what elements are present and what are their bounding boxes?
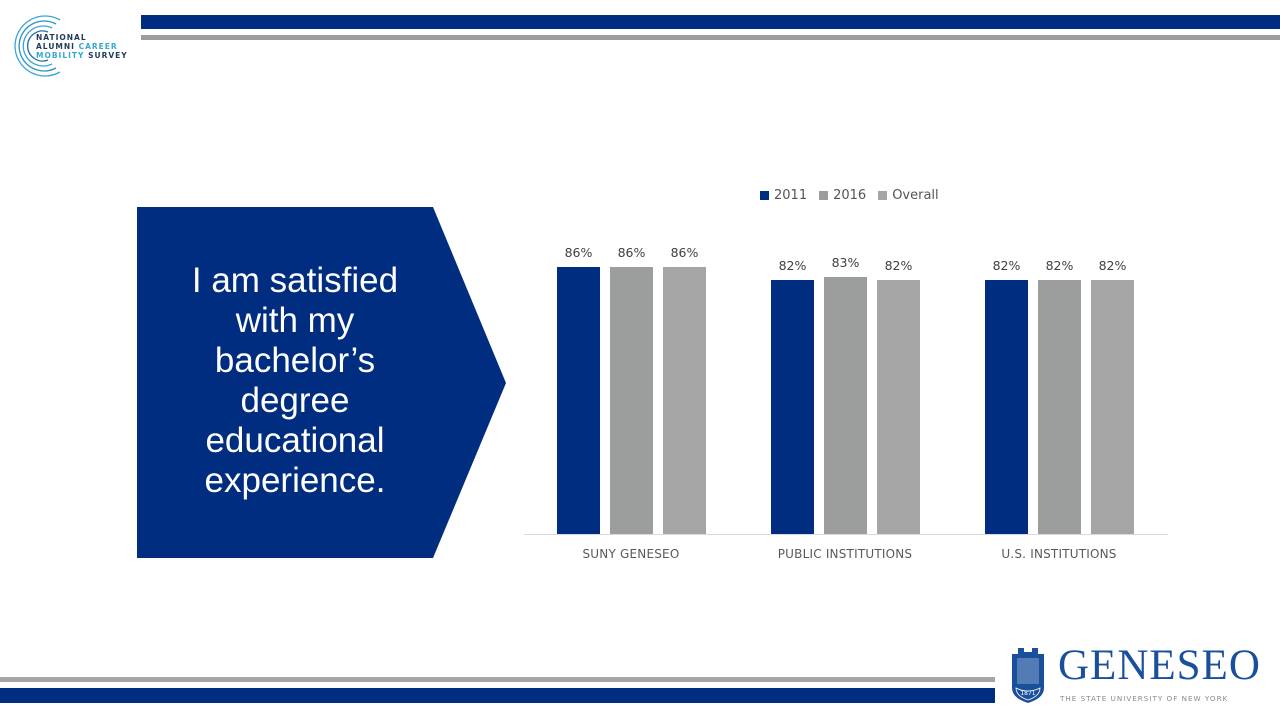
chart-legend: 2011 2016 Overall — [760, 186, 951, 204]
data-label: 82% — [1098, 258, 1127, 273]
bar-overall-2 — [1091, 280, 1134, 534]
data-label: 82% — [778, 258, 807, 273]
legend-label: 2016 — [833, 187, 867, 203]
survey-logo-text: NATIONAL ALUMNI CAREER MOBILITY SURVEY — [36, 33, 128, 60]
header-gray-bar — [141, 35, 1280, 40]
legend-item-2011: 2011 — [760, 188, 807, 203]
geneseo-logo: 1871 GENESEO THE STATE UNIVERSITY OF NEW… — [1008, 642, 1261, 706]
bar-overall-0 — [663, 267, 706, 534]
svg-text:1871: 1871 — [1020, 690, 1035, 697]
footer-gray-bar — [0, 677, 995, 682]
bar-2016-2 — [1038, 280, 1081, 534]
legend-swatch-icon — [878, 190, 888, 200]
question-arrow-box: I am satisfied with my bachelor’s degree… — [137, 207, 507, 558]
data-label: 82% — [992, 258, 1021, 273]
geneseo-wordmark: GENESEO — [1058, 642, 1261, 689]
bar-2011-1 — [771, 280, 814, 534]
data-label: 82% — [884, 258, 913, 273]
survey-logo: NATIONAL ALUMNI CAREER MOBILITY SURVEY — [8, 12, 138, 80]
bar-2016-0 — [610, 267, 653, 534]
category-label: SUNY GENESEO — [582, 547, 680, 561]
footer-blue-bar — [0, 688, 995, 703]
legend-label: 2011 — [774, 187, 808, 203]
x-axis-line — [524, 534, 1168, 535]
data-label: 86% — [564, 245, 593, 260]
bar-2011-0 — [557, 267, 600, 534]
arrow-shape — [137, 207, 506, 558]
legend-item-overall: Overall — [878, 187, 939, 203]
bar-chart: 86% 86% 86% SUNY GENESEO 82% 83% 82% PUBLIC INS… — [524, 240, 1168, 570]
survey-logo-arcs-icon — [14, 15, 61, 77]
header-blue-bar — [141, 15, 1280, 29]
data-label: 83% — [831, 255, 860, 270]
geneseo-tagline: THE STATE UNIVERSITY OF NEW YORK — [1060, 694, 1229, 703]
bar-overall-1 — [877, 280, 920, 534]
bar-2016-1 — [824, 277, 867, 534]
question-text: I am satisfied with my bachelor’s degree… — [191, 261, 399, 500]
data-label: 86% — [670, 245, 699, 260]
legend-label: Overall — [892, 187, 939, 203]
legend-swatch-icon — [819, 190, 829, 200]
data-label: 86% — [617, 245, 646, 260]
bar-2011-2 — [985, 280, 1028, 534]
legend-item-2016: 2016 — [819, 188, 866, 203]
data-label: 82% — [1045, 258, 1074, 273]
category-label: U.S. INSTITUTIONS — [1001, 547, 1117, 561]
geneseo-seal-icon: 1871 — [1012, 648, 1044, 703]
category-label: PUBLIC INSTITUTIONS — [777, 547, 913, 561]
legend-swatch-icon — [760, 190, 769, 200]
